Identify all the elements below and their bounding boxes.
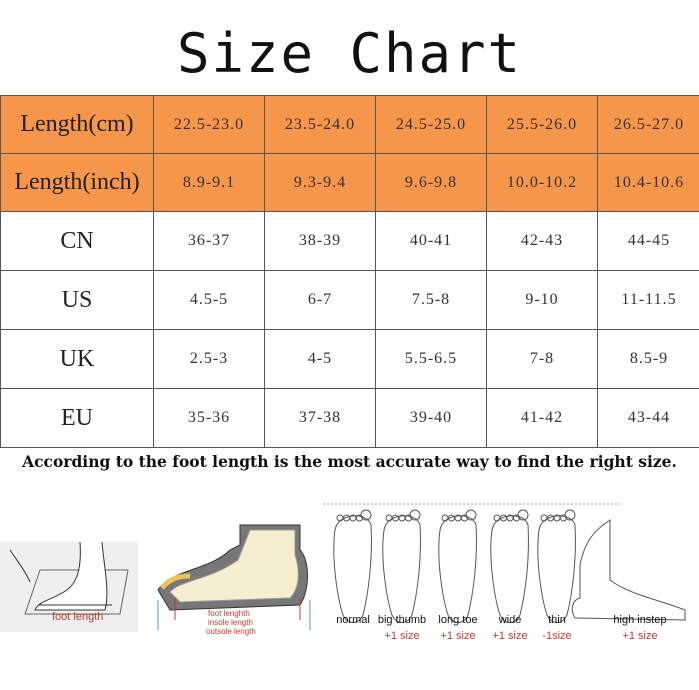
measurement-note: According to the foot length is the most… — [22, 452, 677, 471]
shoe-label: foot lenghth — [208, 609, 250, 618]
size-table: Length(cm) 22.5-23.0 23.5-24.0 24.5-25.0 25.… — [0, 95, 699, 448]
size-cell: 10.0-10.2 — [486, 153, 598, 212]
foot-outline-icon — [537, 515, 576, 623]
table-row: Length(inch) 8.9-9.1 9.3-9.4 9.6-9.8 10.0-10… — [0, 153, 699, 212]
toe-icon — [409, 509, 421, 521]
size-cell: 9.6-9.8 — [375, 153, 487, 212]
foot-outline-icon — [333, 515, 372, 623]
toe-icon — [465, 509, 477, 521]
size-cell: 42-43 — [486, 211, 598, 271]
size-cell: 26.5-27.0 — [597, 95, 699, 154]
table-row: US 4.5-5 6-7 7.5-8 9-10 11-11.5 — [0, 270, 699, 330]
toe-icon — [540, 514, 548, 522]
size-cell: 24.5-25.0 — [375, 95, 487, 154]
toe-icon — [517, 509, 529, 521]
foot-outline-icon — [382, 515, 421, 623]
size-adjust-label: +1 size — [384, 630, 419, 642]
row-label: US — [0, 270, 154, 330]
size-adjust-label: +1 size — [440, 630, 475, 642]
size-cell: 43-44 — [597, 388, 699, 448]
size-cell: 10.4-10.6 — [597, 153, 699, 212]
row-label: CN — [0, 211, 154, 271]
foot-type-label: long toe — [438, 614, 477, 626]
size-cell: 8.5-9 — [597, 329, 699, 389]
shoe-cross-section-illustration: foot lenghth insole length outsole lengt… — [157, 524, 311, 636]
row-label: EU — [0, 388, 154, 448]
toe-icon — [360, 509, 372, 521]
size-cell: 25.5-26.0 — [486, 95, 598, 154]
size-adjust-label: +1 size — [492, 630, 527, 642]
size-cell: 37-38 — [264, 388, 376, 448]
size-cell: 41-42 — [486, 388, 598, 448]
foot-outline-icon — [490, 515, 529, 623]
foot-outline-icon — [438, 515, 477, 623]
size-cell: 38-39 — [264, 211, 376, 271]
size-cell: 9-10 — [486, 270, 598, 330]
size-cell: 6-7 — [264, 270, 376, 330]
toe-icon — [564, 509, 576, 521]
toe-icon — [493, 514, 501, 522]
size-cell: 7.5-8 — [375, 270, 487, 330]
size-cell: 23.5-24.0 — [264, 95, 376, 154]
toe-icon — [385, 514, 393, 522]
size-cell: 35-36 — [153, 388, 265, 448]
size-cell: 8.9-9.1 — [153, 153, 265, 212]
foot-length-illustration: foot length — [0, 541, 138, 632]
foot-type-label: high instep — [613, 614, 666, 626]
size-cell: 7-8 — [486, 329, 598, 389]
size-adjust-label: +1 size — [622, 630, 657, 642]
toe-icon — [336, 514, 344, 522]
row-label: Length(cm) — [0, 95, 154, 154]
toe-icon — [441, 514, 449, 522]
shoe-label: outsole length — [206, 627, 256, 636]
row-label: Length(inch) — [0, 153, 154, 212]
table-row: Length(cm) 22.5-23.0 23.5-24.0 24.5-25.0 25.… — [0, 95, 699, 154]
row-label: UK — [0, 329, 154, 389]
size-cell: 36-37 — [153, 211, 265, 271]
page-title: Size Chart — [176, 22, 523, 85]
foot-types-illustration: normal big thumb +1 size long toe +1 size wid… — [323, 503, 686, 642]
size-cell: 44-45 — [597, 211, 699, 271]
foot-type-label: thin — [548, 614, 566, 626]
size-cell: 2.5-3 — [153, 329, 265, 389]
foot-type-label: normal — [336, 614, 370, 626]
foot-type-label: big thumb — [378, 614, 426, 626]
size-cell: 39-40 — [375, 388, 487, 448]
size-cell: 5.5-6.5 — [375, 329, 487, 389]
size-cell: 40-41 — [375, 211, 487, 271]
foot-type-label: wide — [498, 614, 522, 626]
table-row: EU 35-36 37-38 39-40 41-42 43-44 — [0, 388, 699, 448]
size-cell: 9.3-9.4 — [264, 153, 376, 212]
table-row: UK 2.5-3 4-5 5.5-6.5 7-8 8.5-9 — [0, 329, 699, 389]
size-cell: 11-11.5 — [597, 270, 699, 330]
size-adjust-label: -1size — [542, 630, 571, 642]
size-cell: 4-5 — [264, 329, 376, 389]
shoe-label: insole length — [208, 618, 253, 627]
size-cell: 4.5-5 — [153, 270, 265, 330]
table-row: CN 36-37 38-39 40-41 42-43 44-45 — [0, 211, 699, 271]
foot-length-label: foot length — [52, 611, 103, 623]
size-cell: 22.5-23.0 — [153, 95, 265, 154]
